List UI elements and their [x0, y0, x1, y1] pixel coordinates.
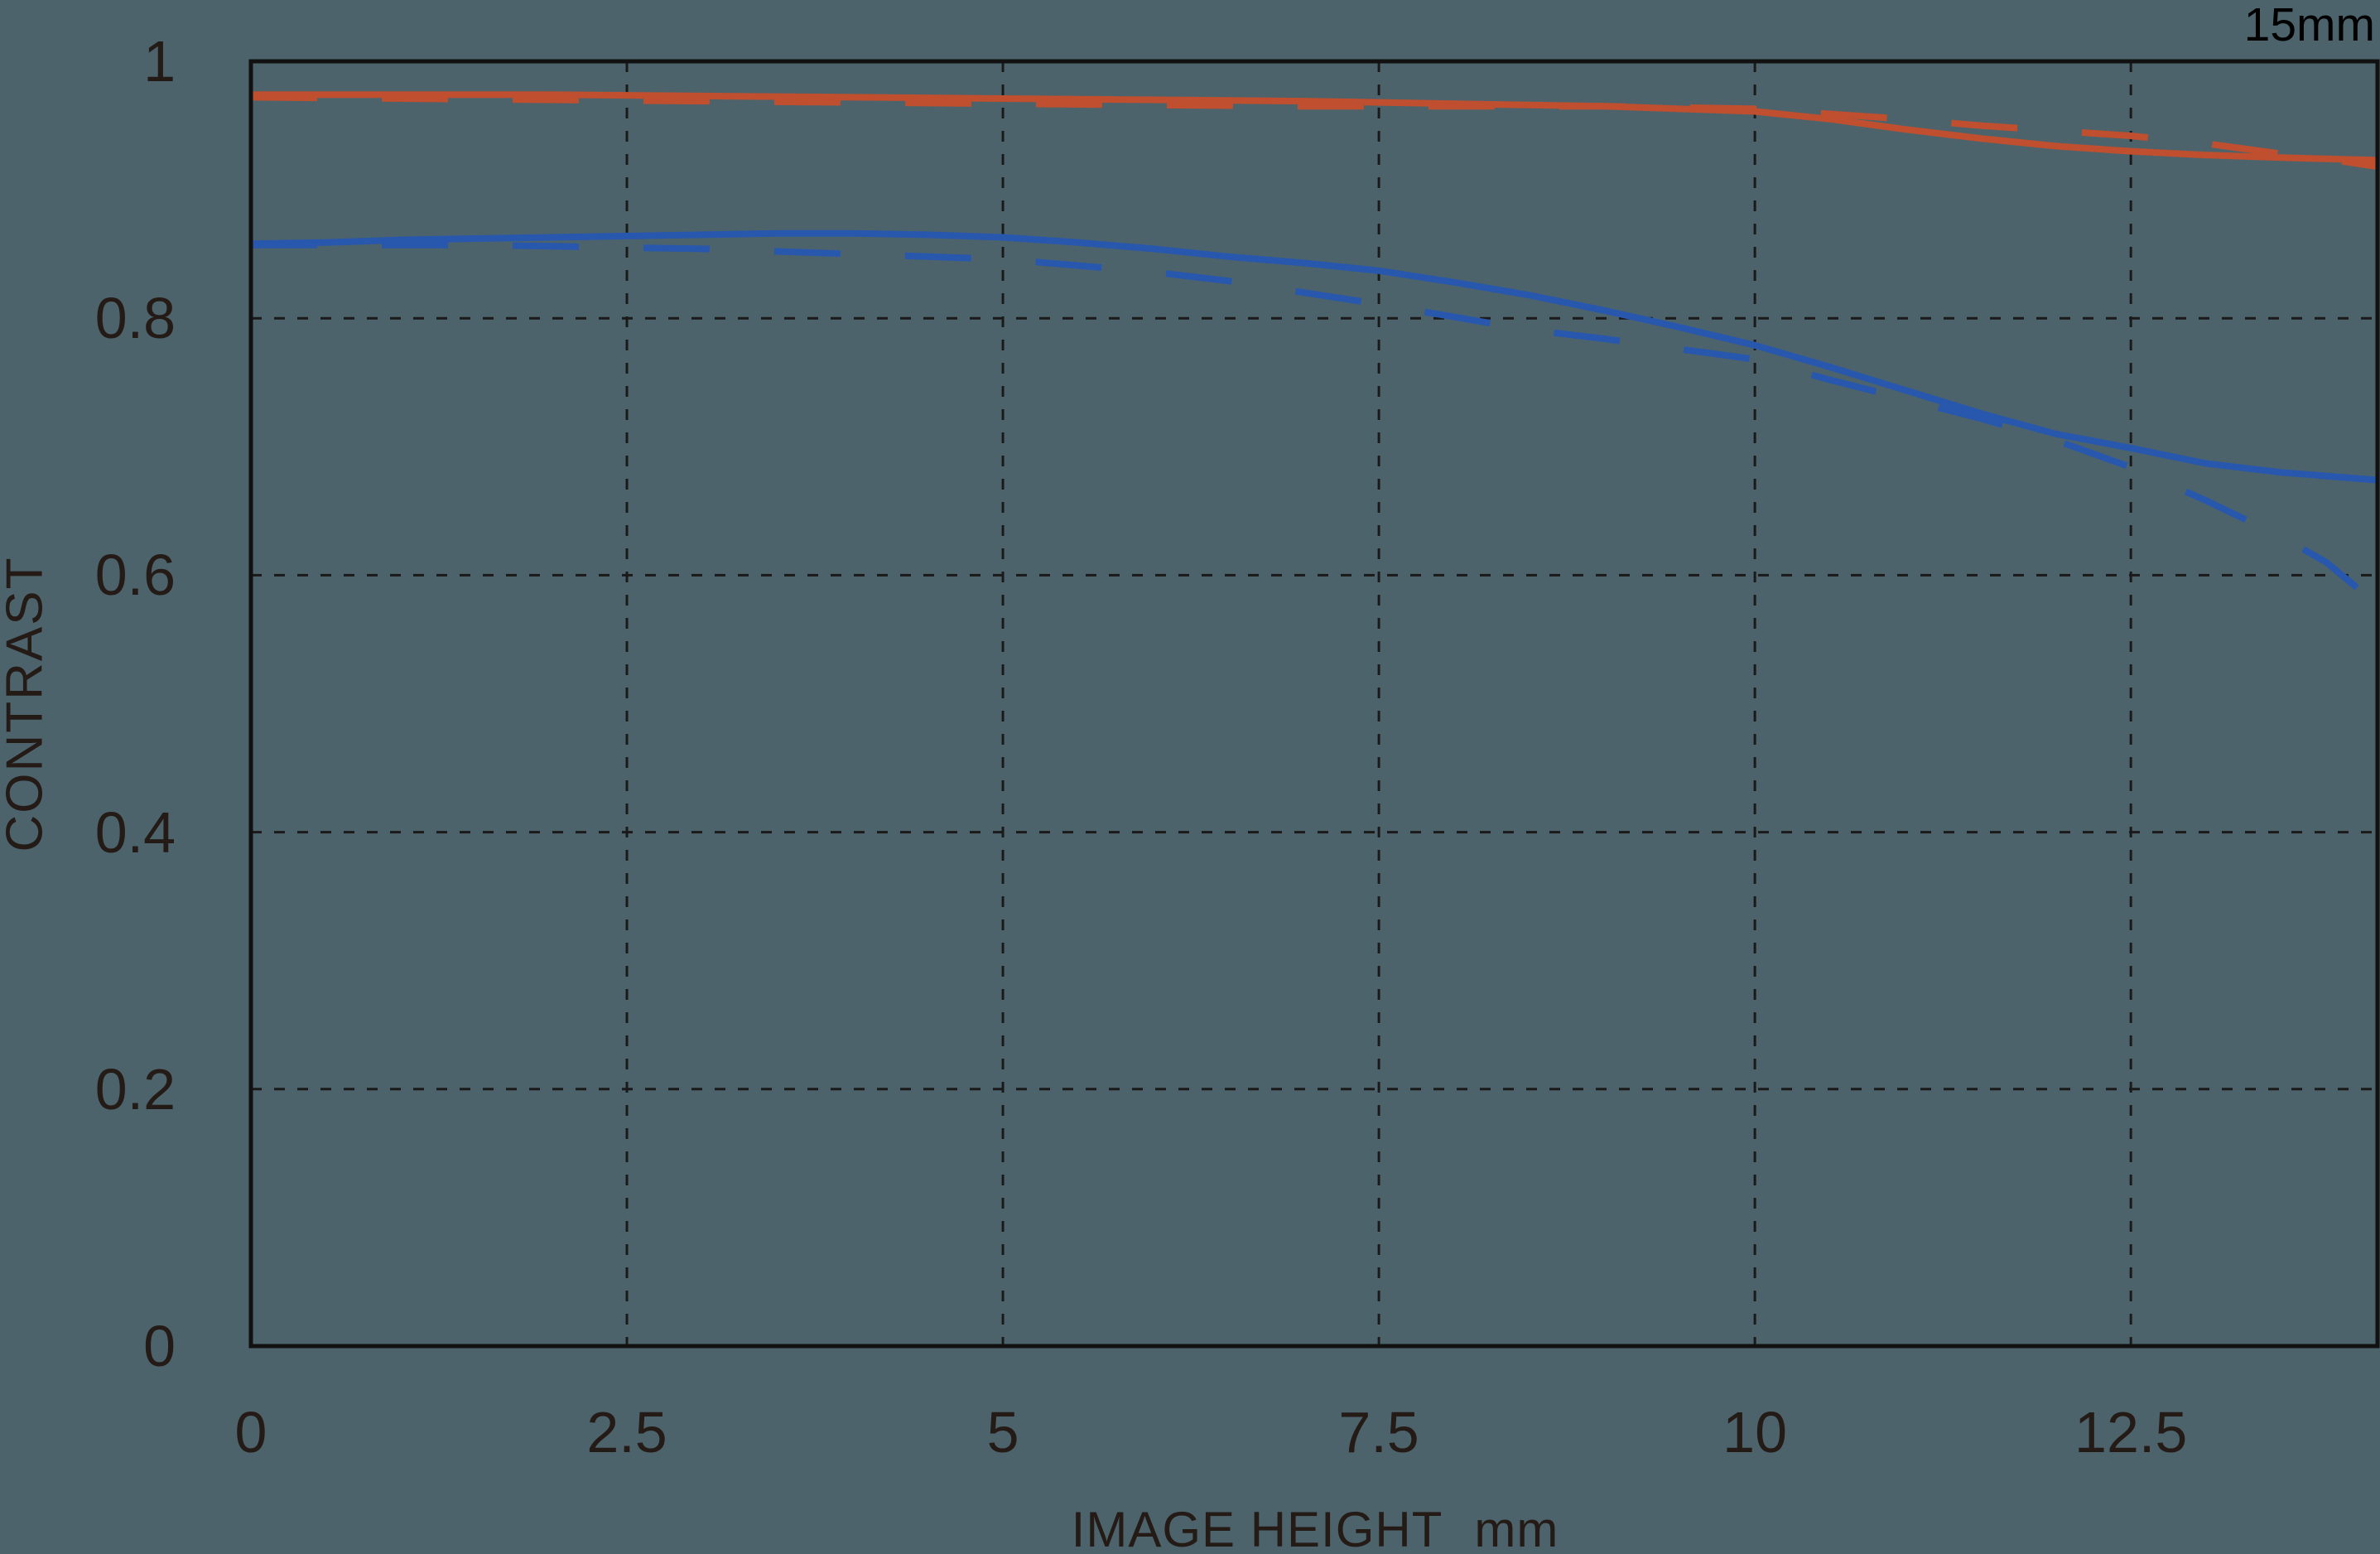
y-tick-label-0.2: 0.2 [94, 1056, 176, 1122]
plot-border [248, 59, 2380, 1349]
x-tick-label-7.5: 7.5 [1338, 1400, 1419, 1465]
y-tick-label-0.8: 0.8 [94, 286, 176, 351]
x-tick-label-0: 0 [234, 1400, 267, 1465]
y-tick-label-0.4: 0.4 [94, 799, 176, 865]
y-tick-label-1: 1 [143, 29, 176, 94]
x-axis-unit: mm [1474, 1502, 1559, 1554]
x-axis-title-text: IMAGE HEIGHT [1071, 1502, 1443, 1554]
series-blue-solid [250, 229, 2378, 484]
x-axis-title: IMAGE HEIGHT mm [1072, 1501, 1559, 1554]
y-tick-label-0: 0 [143, 1314, 176, 1378]
series-red-dashed [250, 94, 2378, 171]
focal-length-label: 15mm [2243, 0, 2375, 51]
x-tick-label-2.5: 2.5 [586, 1400, 667, 1465]
x-tick-label-12.5: 12.5 [2074, 1400, 2188, 1465]
x-tick-label-5: 5 [986, 1400, 1019, 1465]
x-tick-label-10: 10 [1722, 1400, 1788, 1465]
y-tick-label-0.6: 0.6 [94, 543, 176, 608]
series-blue-dashed [251, 241, 2380, 608]
